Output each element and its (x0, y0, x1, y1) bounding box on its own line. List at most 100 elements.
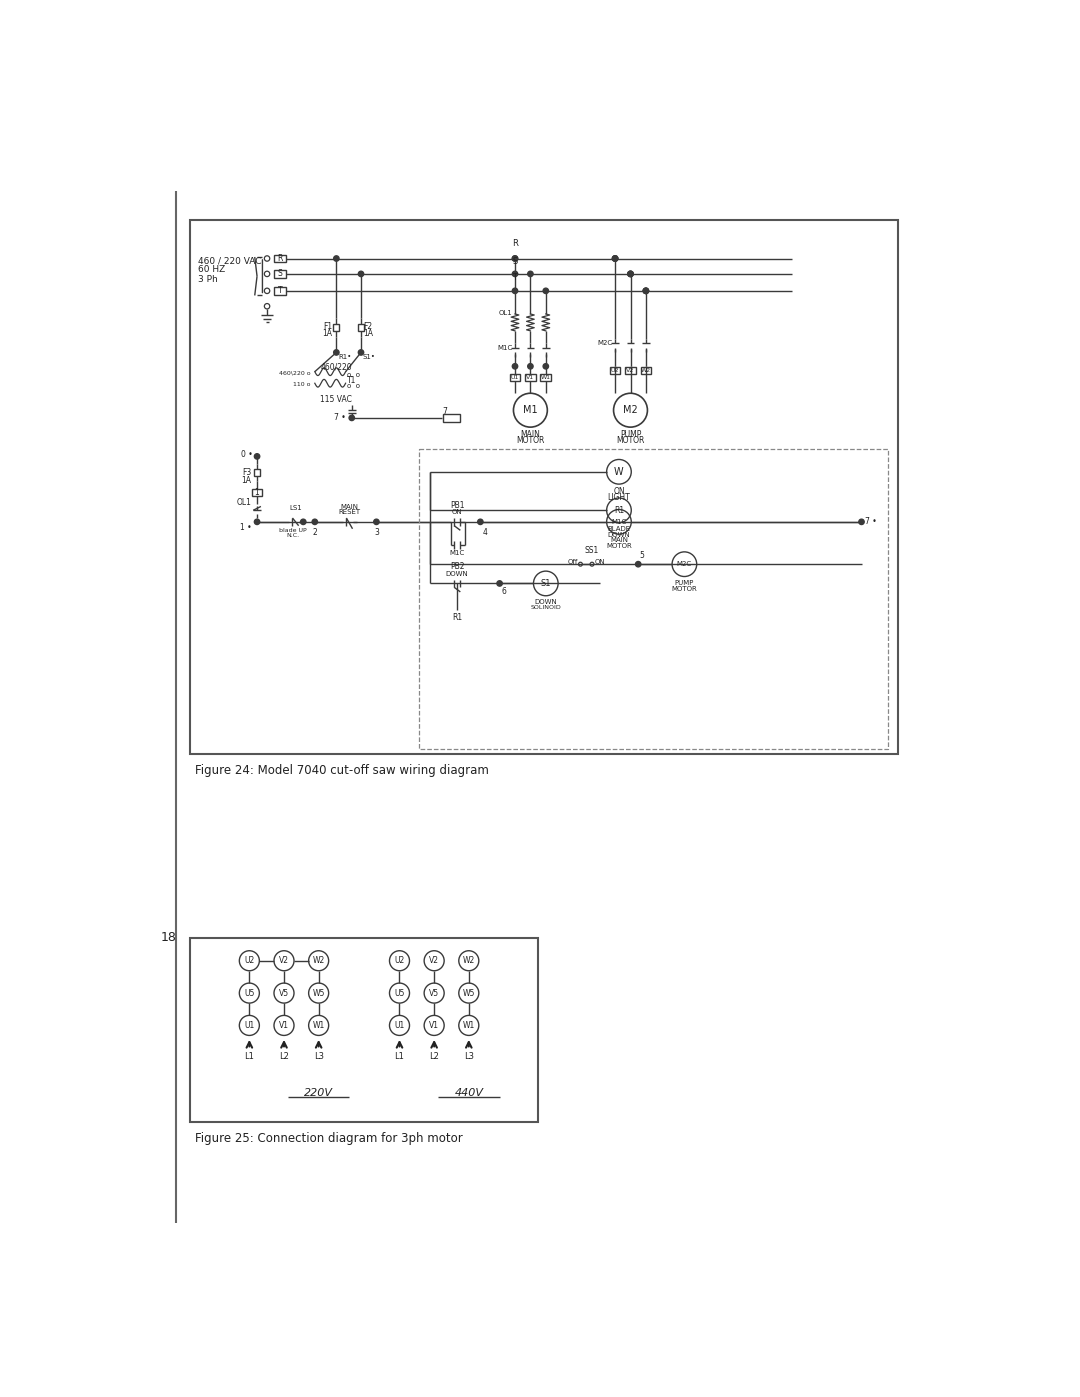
Text: F2: F2 (363, 321, 373, 331)
Text: M1: M1 (523, 405, 538, 415)
Text: U5: U5 (394, 989, 405, 997)
Text: 1A: 1A (363, 330, 374, 338)
Text: M2C: M2C (677, 562, 692, 567)
Bar (190, 937, 538, 1122)
Text: 60 HZ: 60 HZ (198, 265, 225, 274)
Text: R1•: R1• (338, 353, 351, 360)
Text: M1C: M1C (498, 345, 513, 351)
Text: U2: U2 (394, 956, 405, 965)
Circle shape (497, 581, 502, 587)
Circle shape (512, 288, 517, 293)
Circle shape (528, 271, 534, 277)
Circle shape (627, 271, 633, 277)
Circle shape (334, 256, 339, 261)
Text: W2: W2 (462, 956, 475, 965)
Text: V1: V1 (279, 1021, 289, 1030)
Text: W1: W1 (541, 376, 551, 380)
Text: MAIN: MAIN (340, 503, 359, 510)
Text: SS1: SS1 (585, 546, 599, 555)
Text: L1: L1 (244, 1052, 254, 1062)
Text: 5: 5 (639, 552, 645, 560)
Circle shape (859, 520, 864, 524)
Circle shape (300, 520, 306, 524)
Bar (640, 366, 651, 373)
Bar (254, 469, 260, 476)
Text: 1A: 1A (323, 330, 333, 338)
Bar (274, 286, 286, 295)
Circle shape (627, 271, 633, 277)
Text: F3: F3 (242, 468, 252, 476)
Circle shape (359, 271, 364, 277)
Text: V5: V5 (279, 989, 289, 997)
Text: U1: U1 (244, 1021, 255, 1030)
Circle shape (255, 520, 260, 524)
Circle shape (627, 271, 633, 277)
Text: M1C: M1C (611, 518, 626, 525)
Text: 115 VAC: 115 VAC (321, 395, 352, 404)
Bar (444, 414, 460, 422)
Text: W2: W2 (312, 956, 325, 965)
Text: V2: V2 (279, 956, 289, 965)
Circle shape (334, 349, 339, 355)
Text: M1C: M1C (449, 549, 464, 556)
Text: W5: W5 (312, 989, 325, 997)
Text: 3 Ph: 3 Ph (198, 275, 217, 284)
Text: S: S (512, 257, 517, 267)
Text: F1: F1 (323, 321, 333, 331)
Text: DOWN: DOWN (608, 532, 631, 538)
Text: LIGHT: LIGHT (608, 493, 631, 503)
Circle shape (477, 520, 483, 524)
Text: L3: L3 (313, 1052, 324, 1062)
Circle shape (374, 520, 379, 524)
Text: DOWN: DOWN (446, 570, 469, 577)
Circle shape (312, 520, 318, 524)
Text: RESET: RESET (338, 509, 361, 515)
Bar (274, 254, 286, 263)
Text: o  o: o o (347, 372, 360, 377)
Text: Figure 24: Model 7040 cut-off saw wiring diagram: Figure 24: Model 7040 cut-off saw wiring… (195, 764, 489, 777)
Bar (252, 489, 262, 496)
Text: 460/220: 460/220 (321, 362, 352, 372)
Text: o  o: o o (347, 383, 360, 390)
Text: PUMP: PUMP (620, 430, 642, 439)
Text: PB1: PB1 (450, 500, 464, 510)
Text: 460 / 220 VAC: 460 / 220 VAC (198, 256, 261, 265)
Text: V1: V1 (526, 376, 535, 380)
Text: 440V: 440V (455, 1088, 483, 1098)
Text: SOLINOID: SOLINOID (530, 605, 562, 610)
Text: 0 •: 0 • (242, 450, 253, 460)
Text: ON: ON (613, 488, 624, 496)
Text: N.C.: N.C. (286, 534, 299, 538)
Circle shape (644, 288, 649, 293)
Text: LS1: LS1 (289, 506, 302, 511)
Text: W: W (615, 467, 624, 476)
Text: V5: V5 (429, 989, 440, 997)
Text: T1: T1 (347, 376, 356, 384)
Text: MAIN: MAIN (610, 538, 627, 543)
Text: L1: L1 (394, 1052, 404, 1062)
Text: S: S (278, 270, 283, 278)
Circle shape (644, 288, 649, 293)
Circle shape (255, 454, 260, 460)
Text: PB2: PB2 (450, 562, 464, 571)
Text: 18: 18 (161, 932, 177, 944)
Text: U2: U2 (611, 367, 619, 373)
Text: Figure 25: Connection diagram for 3ph motor: Figure 25: Connection diagram for 3ph mo… (195, 1132, 463, 1144)
Text: W1: W1 (462, 1021, 475, 1030)
Text: MOTOR: MOTOR (606, 543, 632, 549)
Text: OL1: OL1 (499, 310, 513, 316)
Text: W5: W5 (462, 989, 475, 997)
Text: R1: R1 (613, 506, 624, 514)
Text: MAIN: MAIN (521, 430, 540, 439)
Text: MOTOR: MOTOR (516, 436, 544, 446)
Text: 1: 1 (255, 488, 259, 497)
Circle shape (359, 349, 364, 355)
Bar (419, 448, 889, 749)
Text: MOTOR: MOTOR (617, 436, 645, 446)
Bar (525, 374, 536, 381)
Circle shape (612, 256, 618, 261)
Text: DOWN: DOWN (535, 599, 557, 605)
Circle shape (512, 271, 517, 277)
Text: Off: Off (568, 559, 578, 564)
Text: M2C: M2C (597, 339, 612, 346)
